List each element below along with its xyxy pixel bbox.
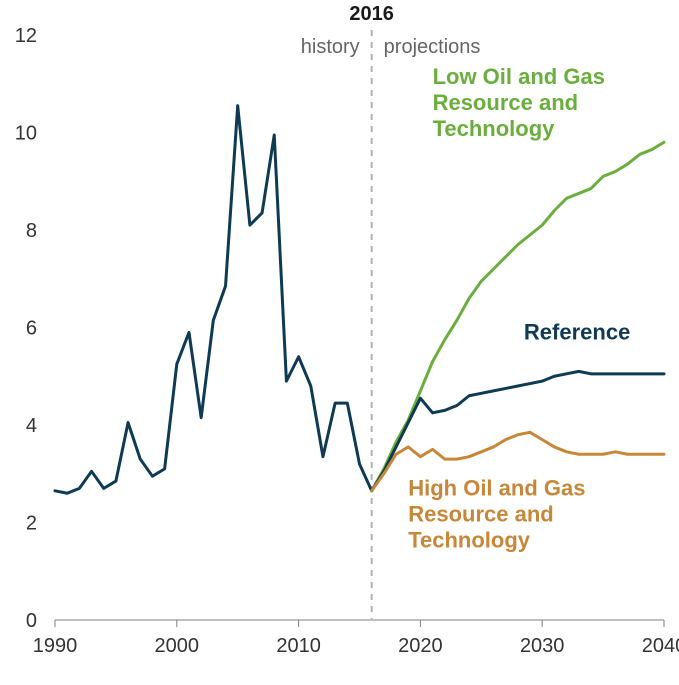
svg-text:Resource and: Resource and bbox=[433, 90, 578, 115]
svg-text:history: history bbox=[301, 36, 360, 58]
series-reference bbox=[372, 371, 664, 490]
chart-svg: 1990 2000 2010 2020 2030 2040 0 2 4 6 8 10 12 2016 his… bbox=[0, 0, 679, 685]
svg-text:10: 10 bbox=[15, 123, 37, 145]
svg-text:Resource and: Resource and bbox=[408, 502, 553, 527]
series-history bbox=[55, 106, 372, 494]
svg-text:2020: 2020 bbox=[398, 635, 443, 657]
svg-text:2: 2 bbox=[26, 513, 37, 535]
svg-text:2000: 2000 bbox=[155, 635, 200, 657]
svg-text:4: 4 bbox=[26, 415, 37, 437]
svg-text:projections: projections bbox=[384, 36, 481, 58]
svg-text:Low Oil and Gas: Low Oil and Gas bbox=[433, 64, 605, 89]
svg-text:2010: 2010 bbox=[276, 635, 321, 657]
svg-text:6: 6 bbox=[26, 318, 37, 340]
svg-text:0: 0 bbox=[26, 610, 37, 632]
svg-text:Reference: Reference bbox=[524, 320, 630, 345]
svg-text:Technology: Technology bbox=[408, 528, 531, 553]
svg-text:2040: 2040 bbox=[642, 635, 679, 657]
svg-text:12: 12 bbox=[15, 25, 37, 47]
svg-text:2016: 2016 bbox=[349, 3, 394, 25]
svg-text:2030: 2030 bbox=[520, 635, 565, 657]
series-low bbox=[372, 142, 664, 491]
svg-text:High Oil and Gas: High Oil and Gas bbox=[408, 476, 585, 501]
svg-text:8: 8 bbox=[26, 220, 37, 242]
svg-text:1990: 1990 bbox=[33, 635, 78, 657]
price-projection-chart: 1990 2000 2010 2020 2030 2040 0 2 4 6 8 10 12 2016 his… bbox=[0, 0, 679, 685]
svg-text:Technology: Technology bbox=[433, 116, 556, 141]
